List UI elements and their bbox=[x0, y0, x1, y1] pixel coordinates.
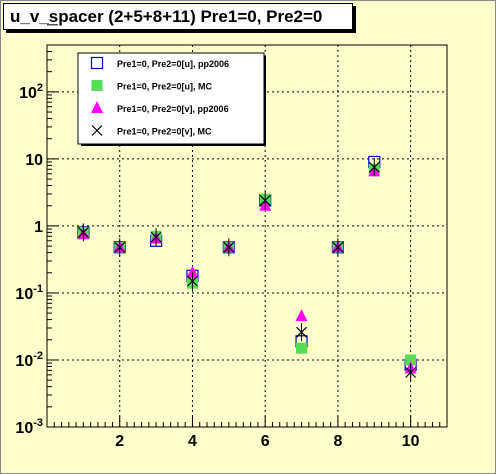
data-point-4 bbox=[296, 326, 307, 338]
x-tick-label: 2 bbox=[115, 433, 124, 450]
data-point-4 bbox=[405, 367, 417, 378]
y-tick-label: 10 bbox=[25, 152, 43, 169]
data-point-3 bbox=[186, 265, 199, 278]
y-tick-label: 10-3 bbox=[15, 417, 43, 437]
y-tick-label: 10-1 bbox=[15, 283, 43, 303]
legend-label-4: Pre1=0, Pre2=0[v], MC bbox=[117, 127, 212, 137]
x-stroke bbox=[368, 161, 380, 173]
x-tick-label: 8 bbox=[333, 433, 342, 450]
x-stroke bbox=[405, 367, 417, 378]
data-point-4 bbox=[150, 231, 162, 243]
y-tick-label: 10-2 bbox=[15, 350, 43, 370]
x-stroke bbox=[91, 125, 103, 136]
data-point-4 bbox=[223, 241, 235, 253]
x-stroke bbox=[332, 241, 344, 253]
legend-marker-3 bbox=[91, 101, 103, 113]
legend-marker-2 bbox=[91, 80, 103, 91]
x-tick-label: 4 bbox=[188, 433, 197, 450]
x-tick-label: 10 bbox=[402, 433, 420, 450]
data-point-2 bbox=[296, 342, 308, 354]
data-point-2 bbox=[405, 354, 417, 366]
y-tick-label: 1 bbox=[34, 219, 43, 236]
y-tick-label: 102 bbox=[19, 82, 43, 102]
x-stroke bbox=[77, 226, 89, 238]
x-stroke bbox=[223, 241, 235, 253]
data-point-4 bbox=[368, 161, 380, 173]
data-point-4 bbox=[332, 241, 344, 253]
x-stroke bbox=[259, 195, 271, 206]
data-point-4 bbox=[114, 241, 126, 253]
legend-label-1: Pre1=0, Pre2=0[u], pp2006 bbox=[117, 59, 229, 69]
x-tick-label: 6 bbox=[261, 433, 270, 450]
data-point-4 bbox=[259, 195, 271, 206]
data-point-4 bbox=[77, 226, 89, 238]
legend-label-3: Pre1=0, Pre2=0[v], pp2006 bbox=[117, 104, 229, 114]
x-stroke bbox=[114, 241, 126, 253]
data-point-4 bbox=[187, 275, 198, 287]
x-stroke bbox=[150, 231, 162, 243]
legend-marker-4 bbox=[91, 125, 103, 136]
legend-marker-1 bbox=[90, 56, 104, 70]
chart-title: u_v_spacer (2+5+8+11) Pre1=0, Pre2=0 bbox=[3, 3, 353, 30]
data-point-3 bbox=[295, 309, 308, 322]
x-stroke bbox=[187, 275, 198, 287]
legend-label-2: Pre1=0, Pre2=0[u], MC bbox=[117, 82, 213, 92]
x-stroke bbox=[296, 326, 307, 338]
